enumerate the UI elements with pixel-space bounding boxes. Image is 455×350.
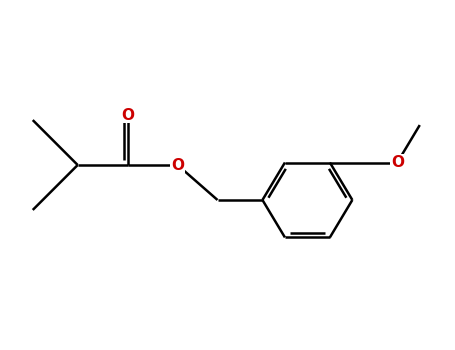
Text: O: O: [171, 158, 184, 173]
Text: O: O: [121, 107, 134, 122]
Text: O: O: [391, 155, 404, 170]
